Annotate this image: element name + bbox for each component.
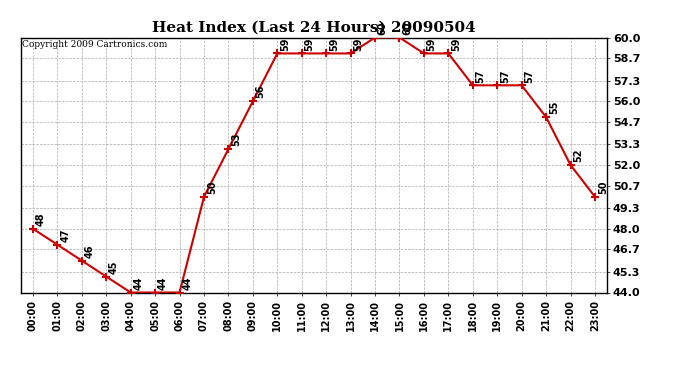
Text: 48: 48 <box>36 212 46 226</box>
Text: 57: 57 <box>475 69 486 82</box>
Text: 47: 47 <box>60 228 70 242</box>
Text: 56: 56 <box>255 85 266 99</box>
Text: 57: 57 <box>500 69 510 82</box>
Text: Copyright 2009 Cartronics.com: Copyright 2009 Cartronics.com <box>22 40 167 49</box>
Text: 60: 60 <box>378 21 388 35</box>
Text: 59: 59 <box>426 37 437 51</box>
Text: 45: 45 <box>109 260 119 274</box>
Text: 59: 59 <box>451 37 461 51</box>
Text: 60: 60 <box>402 21 412 35</box>
Text: 46: 46 <box>85 244 95 258</box>
Text: 53: 53 <box>231 133 241 146</box>
Text: 44: 44 <box>133 276 144 290</box>
Text: 50: 50 <box>598 181 608 194</box>
Text: 52: 52 <box>573 149 583 162</box>
Text: 59: 59 <box>329 37 339 51</box>
Text: 57: 57 <box>524 69 535 82</box>
Text: 44: 44 <box>182 276 193 290</box>
Text: 59: 59 <box>304 37 315 51</box>
Text: 59: 59 <box>353 37 364 51</box>
Text: 59: 59 <box>280 37 290 51</box>
Text: 50: 50 <box>207 181 217 194</box>
Text: 55: 55 <box>549 101 559 114</box>
Text: 44: 44 <box>158 276 168 290</box>
Title: Heat Index (Last 24 Hours) 20090504: Heat Index (Last 24 Hours) 20090504 <box>152 21 476 35</box>
